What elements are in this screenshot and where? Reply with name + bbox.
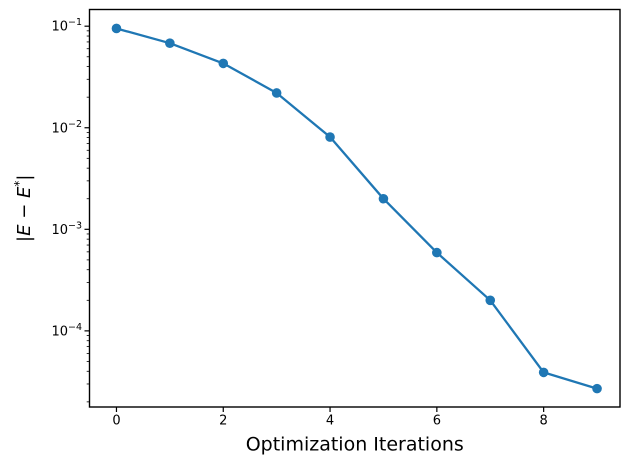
x-tick-label: 0 bbox=[112, 414, 120, 429]
y-tick-label: 10−2 bbox=[51, 119, 82, 137]
data-point bbox=[271, 88, 282, 98]
x-axis-label: Optimization Iterations bbox=[246, 434, 464, 456]
y-axis-label: |E − E*| bbox=[12, 175, 35, 242]
data-point bbox=[432, 247, 442, 258]
data-point bbox=[165, 38, 175, 49]
data-point bbox=[592, 383, 602, 394]
data-point bbox=[538, 367, 549, 378]
data-point bbox=[378, 193, 389, 204]
y-tick-label: 10−1 bbox=[51, 17, 82, 35]
data-point bbox=[485, 295, 496, 306]
data-point bbox=[111, 23, 122, 34]
data-point bbox=[325, 132, 335, 142]
x-tick-label: 8 bbox=[540, 414, 548, 429]
y-tick-label: 10−4 bbox=[51, 322, 82, 340]
x-tick-label: 6 bbox=[433, 414, 441, 429]
plot-border bbox=[88, 8, 621, 408]
series-line bbox=[115, 27, 599, 390]
data-point bbox=[218, 58, 229, 69]
y-tick-label: 10−3 bbox=[51, 220, 82, 238]
x-tick-label: 2 bbox=[219, 414, 227, 429]
x-tick-label: 4 bbox=[326, 414, 334, 429]
